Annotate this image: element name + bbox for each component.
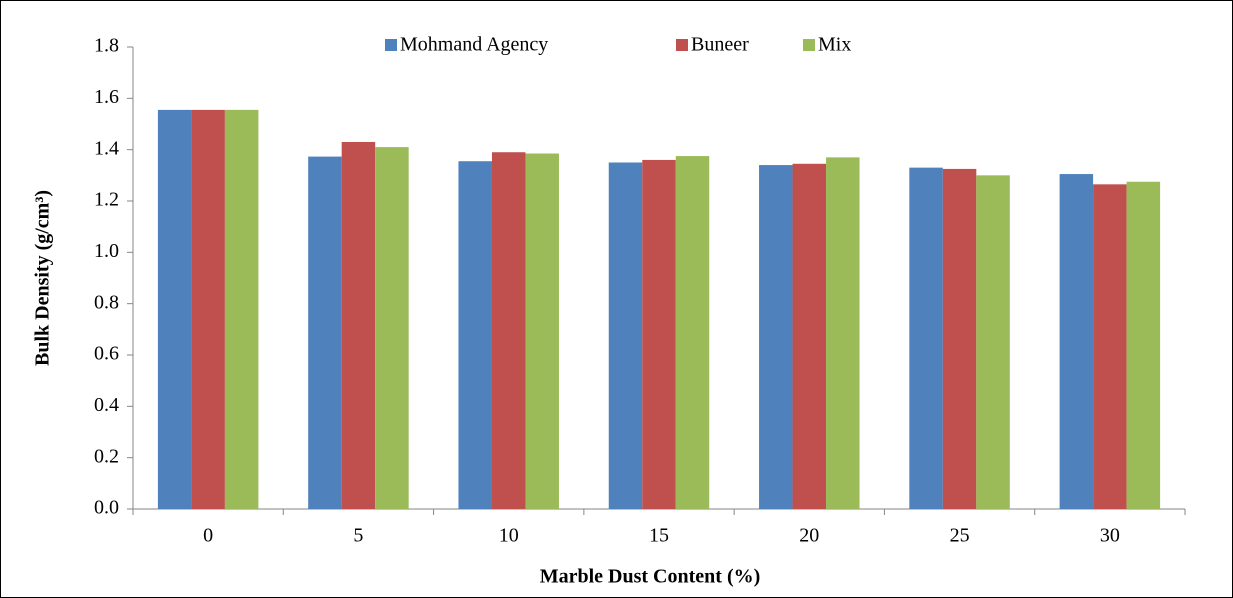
y-axis-title: Bulk Density (g/cm³) (32, 190, 54, 366)
x-tick-label: 30 (1100, 525, 1120, 547)
y-tick-label: 0.0 (94, 497, 119, 519)
legend-label: Buneer (691, 34, 749, 56)
bar (375, 147, 409, 509)
bar (792, 163, 827, 510)
bar (675, 156, 710, 510)
bar (759, 165, 793, 510)
legend-swatch (803, 39, 815, 51)
bar (458, 161, 492, 509)
legend-swatch (676, 39, 688, 51)
x-tick-label: 15 (649, 525, 669, 547)
y-tick-label: 0.2 (94, 445, 119, 467)
bar (308, 156, 342, 509)
bar (341, 141, 376, 509)
bar (608, 162, 643, 509)
x-tick-label: 5 (353, 525, 363, 547)
x-tick-label: 20 (799, 525, 819, 547)
bar (826, 157, 860, 509)
legend-label: Mohmand Agency (400, 34, 548, 56)
y-tick-label: 0.8 (94, 291, 119, 313)
bar (525, 153, 559, 509)
y-tick-label: 1.8 (94, 35, 119, 57)
bar (1093, 184, 1127, 510)
y-tick-label: 1.0 (94, 240, 119, 262)
y-tick-label: 1.6 (94, 86, 119, 108)
x-tick-label: 0 (203, 525, 213, 547)
y-tick-label: 0.6 (94, 343, 119, 365)
bar (191, 109, 225, 509)
bar (491, 152, 526, 509)
y-tick-label: 1.4 (94, 137, 119, 159)
y-tick-label: 1.2 (94, 189, 119, 211)
x-tick-label: 25 (950, 525, 970, 547)
legend-label: Mix (818, 34, 851, 56)
x-axis-title: Marble Dust Content (%) (540, 566, 761, 588)
bar (157, 109, 192, 509)
x-tick-label: 10 (499, 525, 519, 547)
bar (1126, 181, 1161, 509)
bar (1059, 174, 1094, 510)
bar (976, 175, 1010, 510)
bar (642, 159, 676, 509)
y-tick-label: 0.4 (94, 394, 119, 416)
legend-swatch (385, 39, 397, 51)
bar (224, 109, 259, 509)
bar (909, 167, 943, 509)
bar (942, 168, 977, 509)
